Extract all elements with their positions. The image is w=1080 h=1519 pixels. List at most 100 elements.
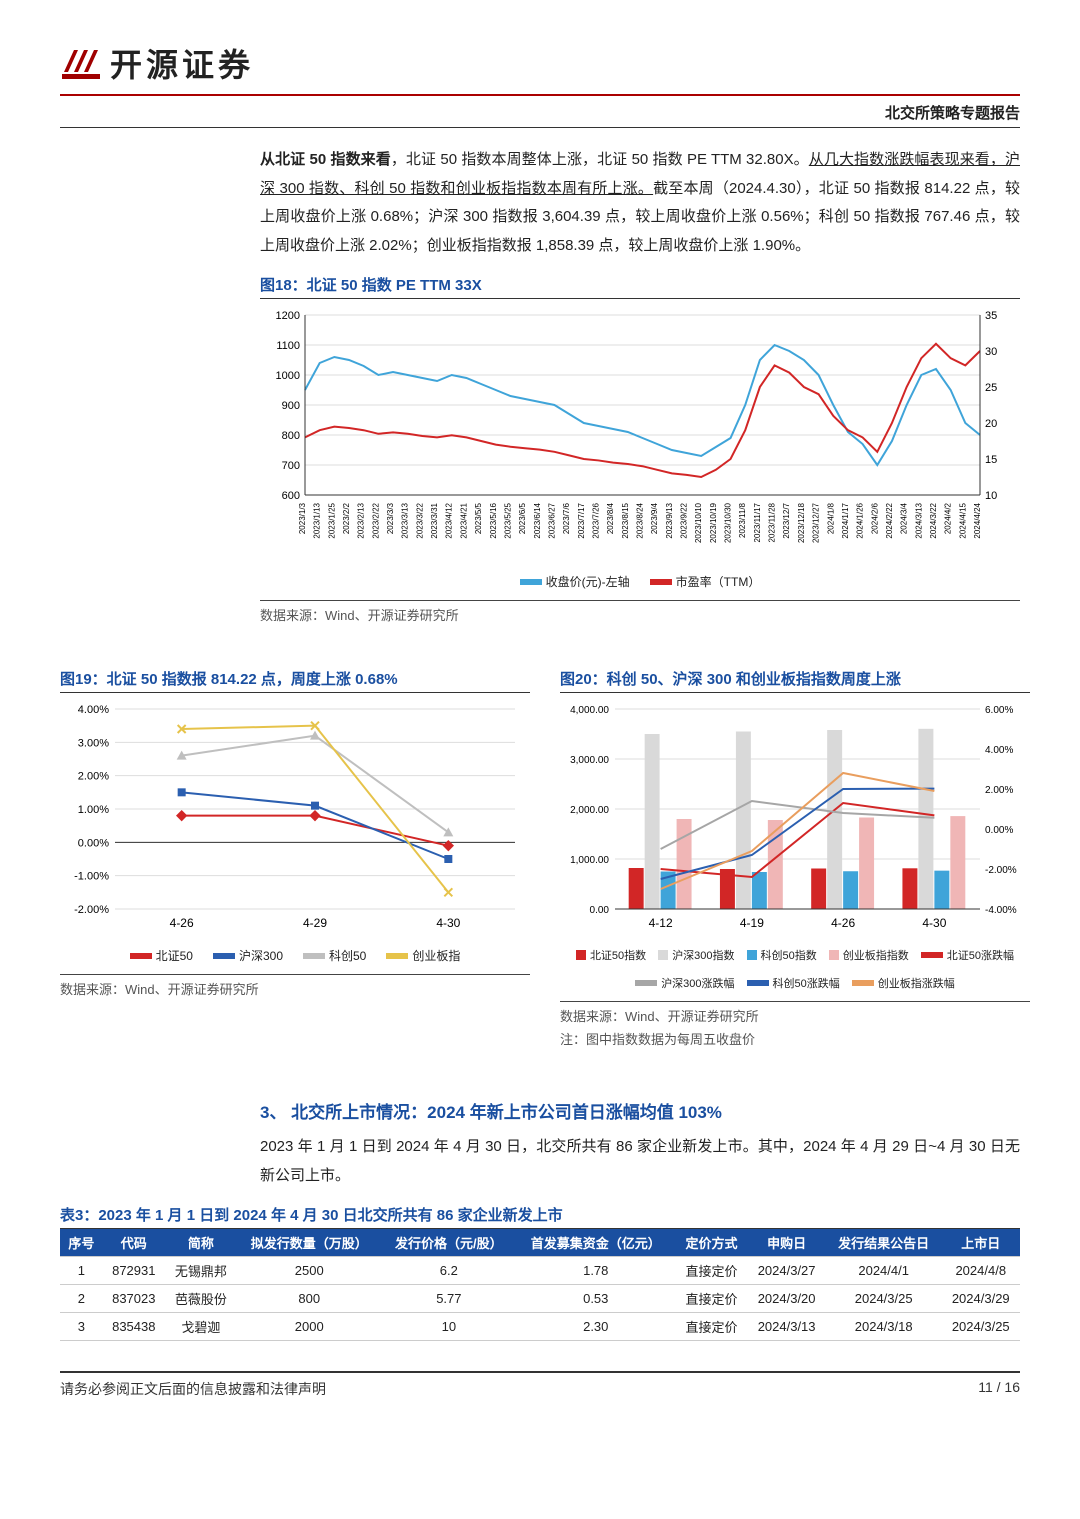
table-row: 1872931无锡鼎邦25006.21.78直接定价2024/3/272024/…	[60, 1257, 1020, 1285]
table-col: 首发募集资金（亿元）	[516, 1229, 675, 1257]
paragraph-1: 从北证 50 指数来看，北证 50 指数本周整体上涨，北证 50 指数 PE T…	[260, 146, 1020, 260]
svg-text:30: 30	[985, 346, 997, 358]
svg-text:4-30: 4-30	[436, 916, 460, 930]
svg-text:2023/12/7: 2023/12/7	[782, 502, 791, 538]
svg-text:4-19: 4-19	[740, 916, 764, 930]
svg-text:2024/4/2: 2024/4/2	[944, 502, 953, 534]
svg-text:-4.00%: -4.00%	[985, 905, 1017, 916]
svg-text:2023/12/18: 2023/12/18	[797, 502, 806, 543]
svg-text:2023/8/15: 2023/8/15	[621, 502, 630, 538]
svg-text:2023/11/8: 2023/11/8	[738, 502, 747, 538]
fig19-legend: 北证50沪深300科创50创业板指	[60, 943, 530, 968]
svg-text:2023/5/25: 2023/5/25	[503, 502, 512, 538]
svg-text:2023/7/26: 2023/7/26	[591, 502, 600, 538]
svg-text:1200: 1200	[276, 310, 300, 322]
table-col: 申购日	[747, 1229, 825, 1257]
section3-para: 2023 年 1 月 1 日到 2024 年 4 月 30 日，北交所共有 86…	[260, 1133, 1020, 1190]
svg-text:2024/3/22: 2024/3/22	[929, 502, 938, 538]
svg-text:4.00%: 4.00%	[78, 704, 109, 716]
svg-text:2023/12/27: 2023/12/27	[812, 502, 821, 543]
svg-text:2024/3/13: 2024/3/13	[914, 502, 923, 538]
table-col: 发行价格（元/股）	[382, 1229, 516, 1257]
svg-text:2023/5/5: 2023/5/5	[474, 502, 483, 534]
fig18-legend: 收盘价(元)-左轴市盈率（TTM）	[260, 569, 1020, 594]
table3-title: 表3：2023 年 1 月 1 日到 2024 年 4 月 30 日北交所共有 …	[60, 1204, 1020, 1229]
svg-text:2024/4/15: 2024/4/15	[958, 502, 967, 538]
svg-text:2023/10/30: 2023/10/30	[724, 502, 733, 543]
svg-text:0.00: 0.00	[590, 905, 610, 916]
svg-text:2023/6/5: 2023/6/5	[518, 502, 527, 534]
logo-icon	[60, 42, 102, 84]
table-col: 简称	[165, 1229, 237, 1257]
svg-text:2023/8/24: 2023/8/24	[636, 502, 645, 538]
table-col: 发行结果公告日	[826, 1229, 942, 1257]
svg-text:2023/4/21: 2023/4/21	[459, 502, 468, 538]
svg-text:2023/1/3: 2023/1/3	[298, 502, 307, 534]
svg-text:10: 10	[985, 490, 997, 502]
svg-text:2024/1/8: 2024/1/8	[826, 502, 835, 534]
svg-text:700: 700	[282, 460, 300, 472]
company-name: 开源证券	[110, 40, 254, 86]
fig19-title: 图19：北证 50 指数报 814.22 点，周度上涨 0.68%	[60, 668, 530, 693]
footer-page: 11 / 16	[978, 1379, 1020, 1399]
svg-text:2023/2/2: 2023/2/2	[342, 502, 351, 534]
fig20-chart: 0.001,000.002,000.003,000.004,000.00-4.0…	[560, 699, 1030, 995]
svg-text:2023/10/19: 2023/10/19	[709, 502, 718, 543]
svg-text:2023/3/22: 2023/3/22	[415, 502, 424, 538]
svg-text:800: 800	[282, 430, 300, 442]
svg-text:2023/7/6: 2023/7/6	[562, 502, 571, 534]
svg-text:2023/5/16: 2023/5/16	[489, 502, 498, 538]
company-logo: 开源证券	[60, 40, 254, 86]
svg-text:0.00%: 0.00%	[78, 837, 109, 849]
svg-text:2024/1/17: 2024/1/17	[841, 502, 850, 538]
svg-text:600: 600	[282, 490, 300, 502]
svg-text:2023/10/10: 2023/10/10	[694, 502, 703, 543]
section3-title: 3、 北交所上市情况：2024 年新上市公司首日涨幅均值 103%	[260, 1098, 1020, 1123]
svg-text:2024/3/4: 2024/3/4	[900, 502, 909, 534]
svg-text:2023/3/3: 2023/3/3	[386, 502, 395, 534]
fig18-title: 图18：北证 50 指数 PE TTM 33X	[260, 274, 1020, 299]
svg-text:35: 35	[985, 310, 997, 322]
svg-text:2023/11/28: 2023/11/28	[768, 502, 777, 542]
svg-text:900: 900	[282, 400, 300, 412]
svg-text:4-26: 4-26	[170, 916, 194, 930]
svg-text:4-12: 4-12	[649, 916, 673, 930]
para1-lead: 从北证 50 指数来看	[260, 151, 391, 168]
svg-text:2024/1/26: 2024/1/26	[856, 502, 865, 538]
svg-text:2023/2/13: 2023/2/13	[357, 502, 366, 538]
report-header: 开源证券	[60, 40, 1020, 96]
table-col: 定价方式	[676, 1229, 748, 1257]
svg-text:4-26: 4-26	[831, 916, 855, 930]
svg-text:2.00%: 2.00%	[985, 785, 1013, 796]
table-col: 序号	[60, 1229, 103, 1257]
svg-text:2023/2/22: 2023/2/22	[371, 502, 380, 538]
svg-text:2023/1/25: 2023/1/25	[327, 502, 336, 538]
svg-text:2023/6/27: 2023/6/27	[547, 502, 556, 538]
svg-text:-2.00%: -2.00%	[74, 904, 109, 916]
fig18-chart: 6007008009001000110012001015202530352023…	[260, 305, 1020, 594]
svg-text:2024/2/22: 2024/2/22	[885, 502, 894, 538]
svg-text:2023/9/13: 2023/9/13	[665, 502, 674, 538]
svg-text:4,000.00: 4,000.00	[570, 705, 609, 716]
svg-text:2024/4/24: 2024/4/24	[973, 502, 982, 538]
svg-text:4-30: 4-30	[922, 916, 946, 930]
fig19-source: 数据来源：Wind、开源证券研究所	[60, 974, 530, 998]
fig20-legend: 北证50指数沪深300指数科创50指数创业板指指数北证50涨跌幅沪深300涨跌幅…	[560, 943, 1030, 995]
table-col: 拟发行数量（万股）	[237, 1229, 382, 1257]
svg-text:4-29: 4-29	[303, 916, 327, 930]
svg-text:2023/3/13: 2023/3/13	[401, 502, 410, 538]
svg-text:4.00%: 4.00%	[985, 745, 1013, 756]
svg-text:2023/4/12: 2023/4/12	[445, 502, 454, 538]
svg-text:2.00%: 2.00%	[78, 771, 109, 783]
page-footer: 请务必参阅正文后面的信息披露和法律声明 11 / 16	[60, 1371, 1020, 1399]
svg-text:25: 25	[985, 382, 997, 394]
para1-a: ，北证 50 指数本周整体上涨，北证 50 指数 PE TTM 32.80X。	[391, 151, 809, 168]
report-title: 北交所策略专题报告	[60, 102, 1020, 128]
svg-text:-2.00%: -2.00%	[985, 865, 1017, 876]
fig20-title: 图20：科创 50、沪深 300 和创业板指指数周度上涨	[560, 668, 1030, 693]
fig18-source: 数据来源：Wind、开源证券研究所	[260, 600, 1020, 624]
svg-text:2023/3/31: 2023/3/31	[430, 502, 439, 538]
svg-text:2023/7/17: 2023/7/17	[577, 502, 586, 538]
fig19-chart: -2.00%-1.00%0.00%1.00%2.00%3.00%4.00%4-2…	[60, 699, 530, 968]
fig20-source: 数据来源：Wind、开源证券研究所	[560, 1001, 1030, 1025]
